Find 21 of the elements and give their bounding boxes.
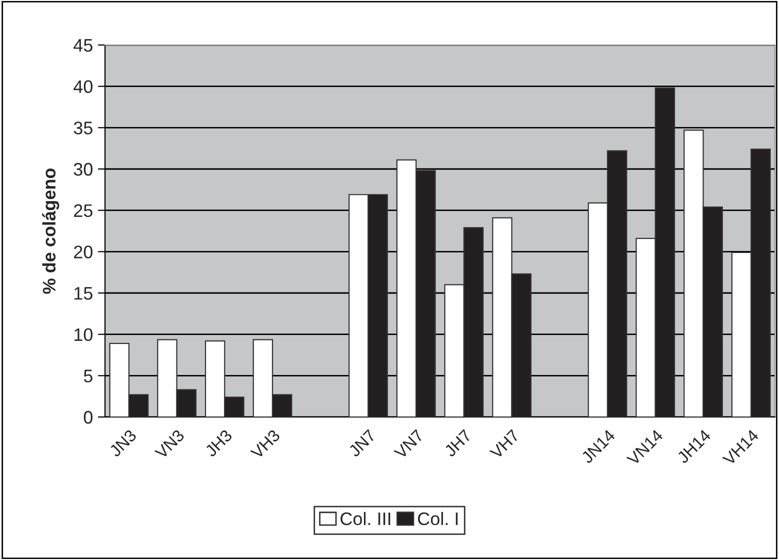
y-tick-label: 15 [74, 287, 92, 300]
x-tick-label: VH7 [489, 429, 520, 460]
y-tick-label: 40 [74, 80, 92, 94]
y-tick-label: 45 [74, 39, 92, 52]
legend-label: Col. III [340, 512, 390, 526]
x-tick-label: JH7 [444, 429, 472, 458]
y-tick-label: 10 [74, 328, 92, 342]
legend-label: Col. I [418, 512, 458, 526]
y-tick-label: 5 [84, 370, 92, 382]
y-axis-title: % de colágeno [42, 168, 60, 294]
y-tick-label: 0 [84, 410, 92, 424]
x-tick-label: VN3 [154, 428, 185, 460]
x-tick-label: JN7 [348, 429, 376, 458]
y-tick-label: 35 [74, 122, 92, 134]
y-tick-label: 30 [74, 162, 92, 176]
y-tick-label: 20 [74, 246, 92, 258]
x-tick-label: VH3 [250, 428, 281, 460]
x-tick-label: JH3 [204, 428, 233, 458]
x-tick-label: JN3 [108, 428, 138, 458]
y-tick-label: 25 [74, 204, 92, 218]
x-tick-label: VN7 [394, 429, 424, 460]
